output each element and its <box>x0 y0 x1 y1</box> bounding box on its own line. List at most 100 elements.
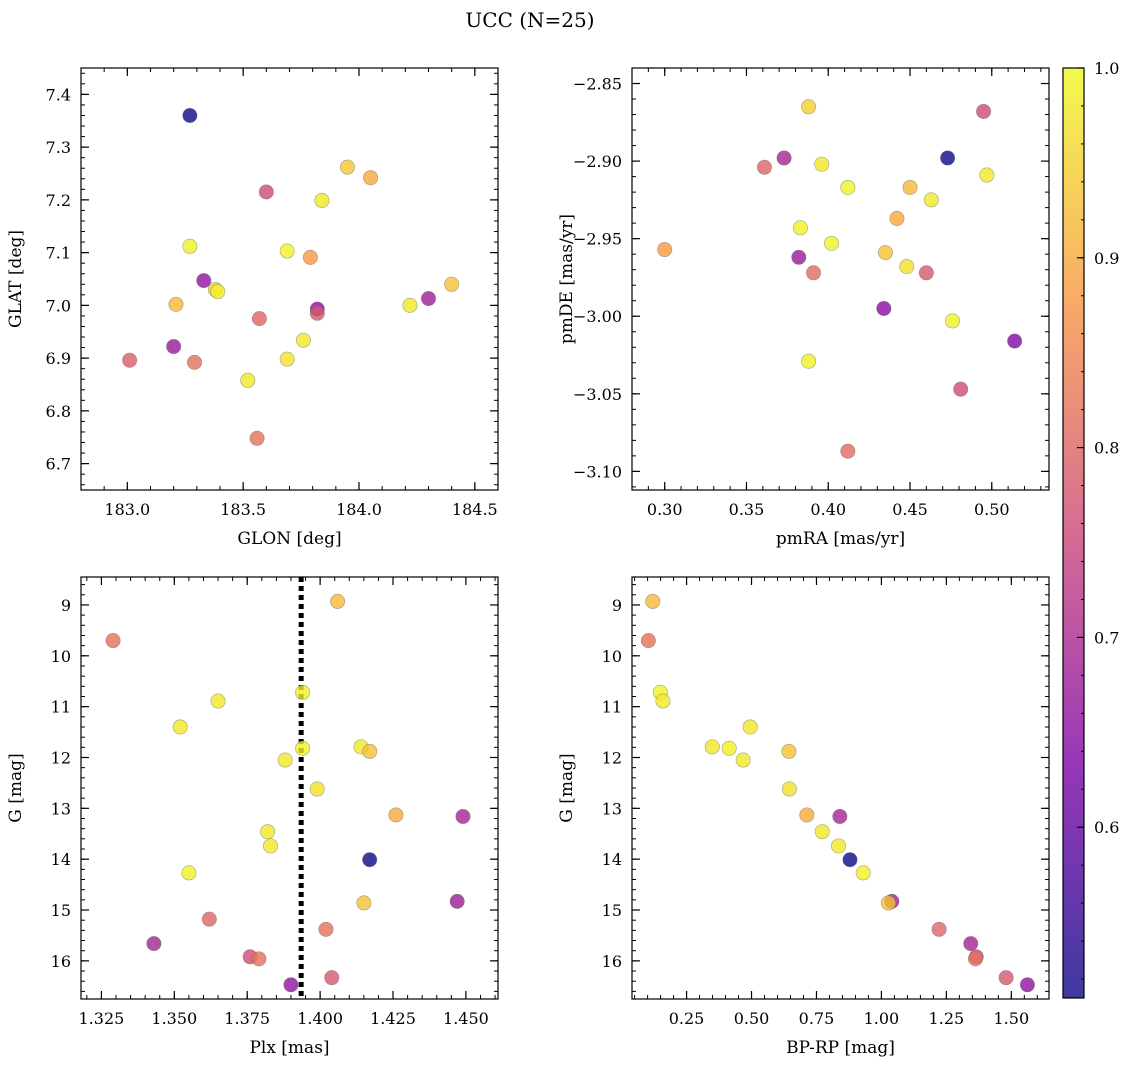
axes-frame <box>80 67 499 491</box>
scatter-point <box>940 150 956 166</box>
scatter-point <box>824 235 840 251</box>
x-tick-label: 0.50 <box>734 1009 770 1028</box>
scatter-point <box>832 808 848 824</box>
scatter-point <box>314 192 330 208</box>
scatter-point <box>799 807 815 823</box>
x-axis-label: pmRA [mas/yr] <box>776 529 905 549</box>
scatter-point <box>363 170 379 186</box>
y-tick-label: 13 <box>51 799 71 818</box>
scatter-point <box>356 895 372 911</box>
scatter-point <box>931 921 947 937</box>
scatter-point <box>105 633 121 649</box>
x-tick-label: 0.50 <box>974 500 1010 519</box>
x-tick-label: 0.25 <box>669 1009 705 1028</box>
scatter-point <box>1007 333 1023 349</box>
y-tick-label: 12 <box>602 748 622 767</box>
y-tick-label: 6.9 <box>46 349 71 368</box>
y-axis-label: pmDE [mas/yr] <box>557 214 577 344</box>
axes-frame <box>631 67 1050 491</box>
scatter-point <box>645 593 661 609</box>
scatter-point <box>998 970 1014 986</box>
scatter-point <box>876 300 892 316</box>
panel-top-left: 183.0 183.5 184.0 184.5 6.7 6.8 6.9 7.0 7.1 7.2 7.… <box>6 67 499 549</box>
scatter-point <box>324 970 340 986</box>
x-tick-label: 183.5 <box>220 500 266 519</box>
scatter-point <box>781 743 797 759</box>
x-tick-label: 183.0 <box>104 500 150 519</box>
y-tick-label: 13 <box>602 799 622 818</box>
y-tick-label: 6.8 <box>46 402 71 421</box>
y-axis-label: G [mag] <box>557 753 577 822</box>
scatter-point <box>181 865 197 881</box>
scatter-point <box>979 167 995 183</box>
y-tick-label: 7.3 <box>46 138 71 157</box>
x-tick-label: 1.425 <box>370 1009 416 1028</box>
x-tick-label: 184.0 <box>336 500 382 519</box>
y-tick-label: 9 <box>612 596 622 615</box>
scatter-point <box>776 150 792 166</box>
scatter-point <box>182 238 198 254</box>
scatter-point <box>657 242 673 258</box>
scatter-point <box>840 179 856 195</box>
x-tick-label: 1.50 <box>994 1009 1030 1028</box>
scatter-point <box>444 276 460 292</box>
x-tick-label: 0.75 <box>799 1009 835 1028</box>
scatter-point <box>806 265 822 281</box>
scatter-point <box>953 381 969 397</box>
y-tick-label: −2.95 <box>573 230 622 249</box>
scatter-point <box>258 184 274 200</box>
scatter-point <box>449 893 465 909</box>
y-tick-label: 7.0 <box>46 296 71 315</box>
y-axis-label: G [mag] <box>6 753 26 822</box>
scatter-point <box>1019 977 1035 993</box>
x-tick-label: 1.350 <box>151 1009 197 1028</box>
y-tick-label: 10 <box>51 647 71 666</box>
scatter-point <box>330 593 346 609</box>
y-tick-label: −3.10 <box>573 462 622 481</box>
colorbar-tick-label: 1.0 <box>1094 59 1119 78</box>
scatter-point <box>455 808 471 824</box>
scatter-point <box>781 781 797 797</box>
y-tick-label: 14 <box>51 850 71 869</box>
x-tick-label: 1.00 <box>864 1009 900 1028</box>
scatter-point <box>240 372 256 388</box>
scatter-point <box>840 443 856 459</box>
scatter-point <box>967 951 983 967</box>
x-tick-label: 0.35 <box>729 500 765 519</box>
scatter-point <box>295 684 311 700</box>
scatter-point <box>945 313 961 329</box>
scatter-point <box>263 838 279 854</box>
scatter-point <box>295 740 311 756</box>
scatter-point <box>279 351 295 367</box>
scatter-point <box>249 430 265 446</box>
scatter-point <box>877 245 893 261</box>
y-tick-label: 11 <box>602 698 622 717</box>
scatter-point <box>187 354 203 370</box>
x-tick-label: 1.325 <box>79 1009 125 1028</box>
scatter-point <box>655 693 671 709</box>
scatter-point <box>168 296 184 312</box>
scatter-point <box>842 852 858 868</box>
x-axis-label: GLON [deg] <box>237 529 341 549</box>
y-tick-label: −2.85 <box>573 75 622 94</box>
y-tick-label: −3.05 <box>573 385 622 404</box>
scatter-point <box>801 353 817 369</box>
scatter-point <box>309 305 325 321</box>
scatter-point <box>640 633 656 649</box>
scatter-point <box>302 249 318 265</box>
scatter-point <box>402 297 418 313</box>
scatter-point <box>277 752 293 768</box>
x-tick-label: 1.450 <box>443 1009 489 1028</box>
y-tick-label: 16 <box>602 952 622 971</box>
scatter-point <box>251 311 267 327</box>
scatter-point <box>362 743 378 759</box>
y-tick-label: 14 <box>602 850 622 869</box>
axes-frame <box>631 576 1050 1000</box>
scatter-point <box>735 752 751 768</box>
colorbar-tick-label: 0.7 <box>1094 628 1119 647</box>
scatter-point <box>756 159 772 175</box>
x-tick-label: 1.375 <box>224 1009 270 1028</box>
scatter-point <box>902 179 918 195</box>
scatter-point <box>196 273 212 289</box>
scatter-point <box>918 265 934 281</box>
